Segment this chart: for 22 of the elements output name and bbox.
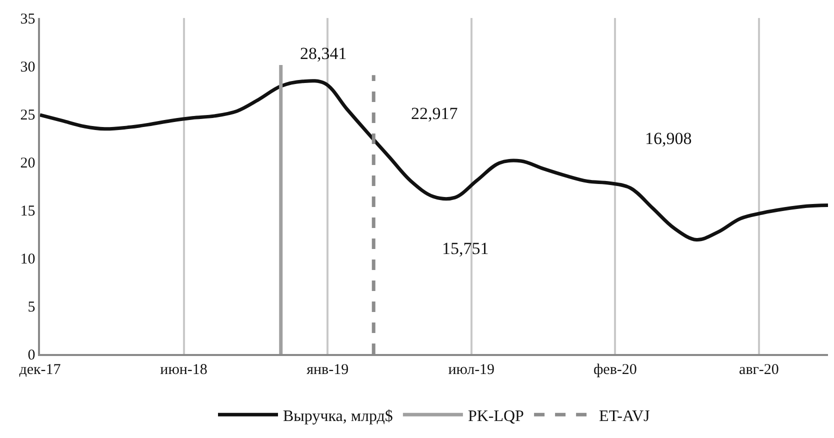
y-tick-label: 30 <box>20 59 36 76</box>
y-tick-label: 35 <box>20 11 36 28</box>
y-tick-label: 10 <box>20 251 36 268</box>
annotation: 16,908 <box>645 129 692 148</box>
legend-label: PK-LQP <box>468 408 524 425</box>
annotation: 22,917 <box>411 104 458 123</box>
y-tick-label: 5 <box>28 299 36 316</box>
x-tick-label: авг-20 <box>739 362 779 378</box>
x-tick-label: янв-19 <box>306 362 349 378</box>
y-tick-label: 15 <box>20 203 36 220</box>
x-tick-label: дек-17 <box>19 362 62 378</box>
legend-label: Выручка, млрд$ <box>283 408 393 425</box>
y-tick-label: 25 <box>20 107 36 124</box>
line-series <box>40 79 828 242</box>
legend-label: ET-AVJ <box>599 408 650 425</box>
x-tick-label: фев-20 <box>593 362 637 378</box>
y-tick-label: 20 <box>20 155 36 172</box>
x-tick-label: июл-19 <box>448 362 495 378</box>
y-tick-label: 0 <box>28 347 36 364</box>
annotation: 28,341 <box>300 44 347 63</box>
x-tick-label: июн-18 <box>160 362 208 378</box>
annotation: 15,751 <box>442 239 489 258</box>
